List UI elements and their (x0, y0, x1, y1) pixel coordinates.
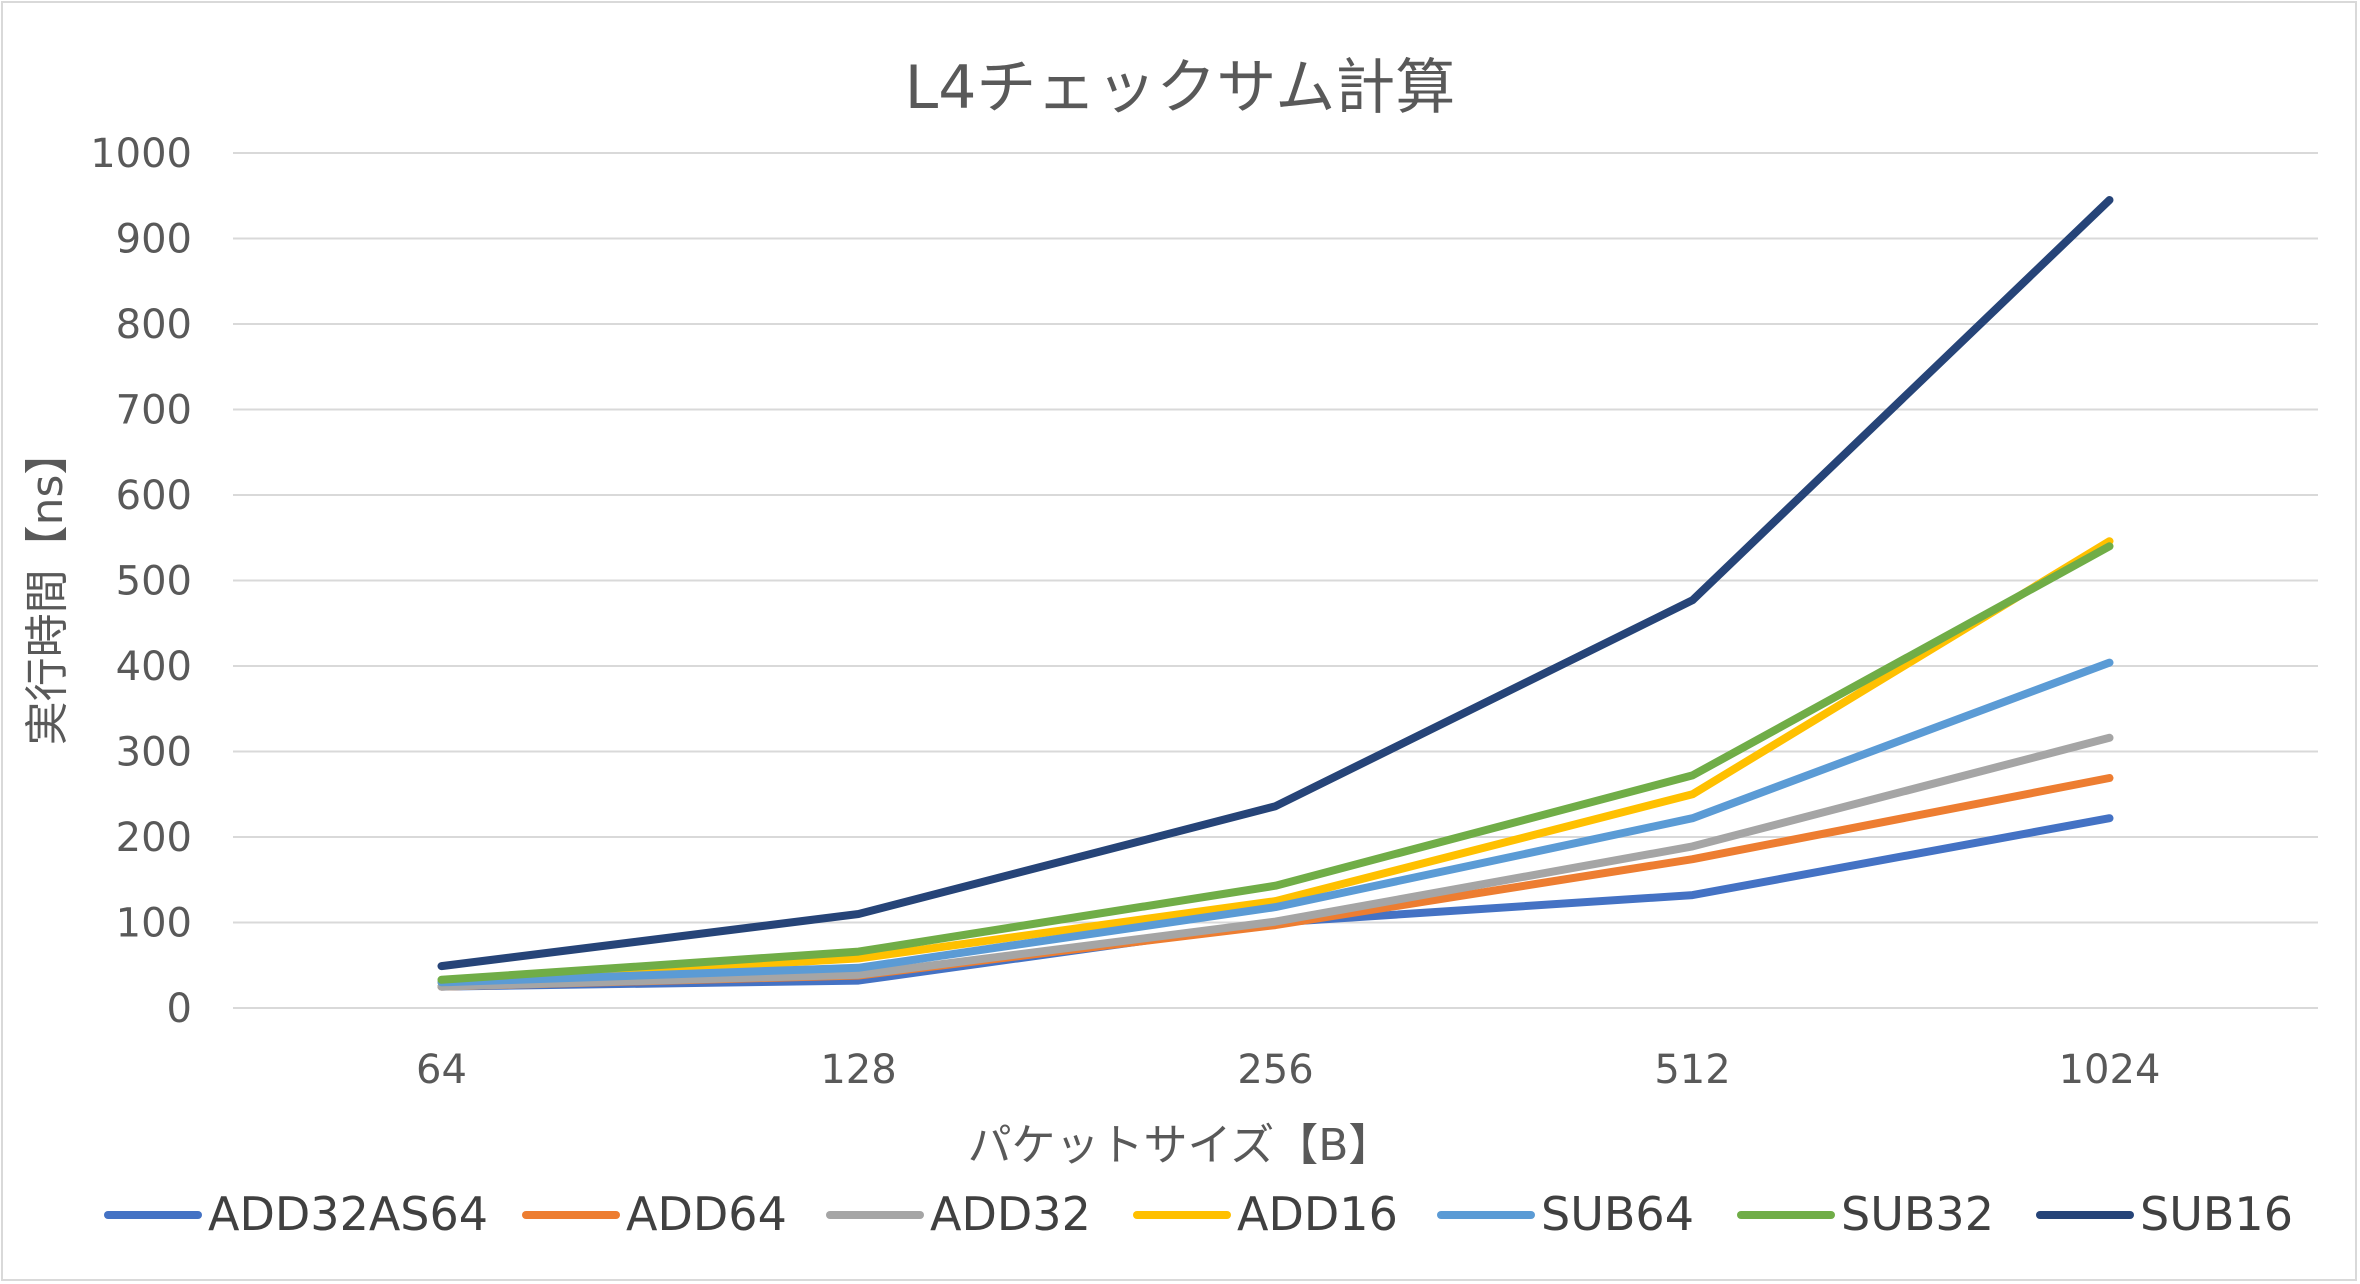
y-tick-label: 600 (116, 473, 192, 519)
legend-label: ADD16 (1237, 1187, 1398, 1241)
y-tick-label: 100 (116, 901, 192, 947)
legend-label: ADD32 (930, 1187, 1091, 1241)
y-tick-label: 1000 (90, 131, 192, 177)
gridlines (233, 152, 2318, 1009)
legend-label: SUB64 (1541, 1187, 1694, 1241)
y-tick-label: 500 (116, 559, 192, 605)
series-lines (437, 196, 2114, 991)
series-line-sub32 (437, 542, 2114, 984)
x-axis-ticks: 64 128 256 512 1024 (416, 1047, 2160, 1093)
x-axis-label: パケットサイズ【B】 (968, 1120, 1393, 1171)
chart-title: L4チェックサム計算 (905, 53, 1455, 123)
x-tick-label: 512 (1654, 1047, 1730, 1093)
y-tick-label: 0 (167, 986, 192, 1032)
y-axis-label: 実行時間【ns】 (22, 431, 73, 746)
y-tick-label: 900 (116, 217, 192, 263)
x-tick-label: 128 (820, 1047, 896, 1093)
x-tick-label: 256 (1237, 1047, 1313, 1093)
legend-label: SUB16 (2140, 1187, 2293, 1241)
y-tick-label: 400 (116, 644, 192, 690)
y-axis-ticks: 0 100 200 300 400 500 600 700 800 900 1000 (90, 131, 192, 1032)
legend-label: SUB32 (1841, 1187, 1994, 1241)
y-tick-label: 800 (116, 302, 192, 348)
x-tick-label: 1024 (2059, 1047, 2161, 1093)
series-line-sub16 (437, 196, 2114, 971)
series-line-sub64 (437, 658, 2114, 987)
series-line-add16 (437, 537, 2114, 987)
y-tick-label: 700 (116, 388, 192, 434)
legend-label: ADD64 (626, 1187, 787, 1241)
y-tick-label: 200 (116, 815, 192, 861)
x-tick-label: 64 (416, 1047, 467, 1093)
legend: ADD32AS64 ADD64 ADD32 ADD16 SUB64 SUB32 SUB16 (104, 1187, 2293, 1241)
y-tick-label: 300 (116, 730, 192, 776)
series-line-add32 (437, 733, 2114, 991)
legend-label: ADD32AS64 (208, 1187, 488, 1241)
